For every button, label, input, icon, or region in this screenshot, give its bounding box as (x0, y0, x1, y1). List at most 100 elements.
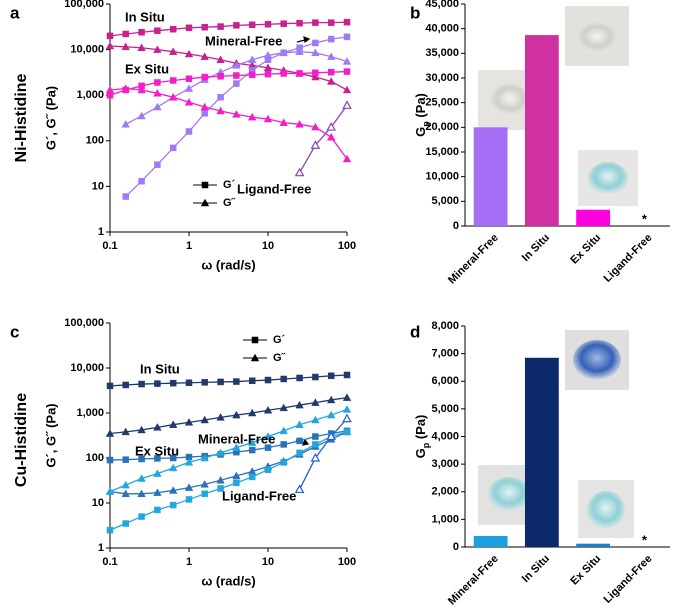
photo-gel (588, 162, 628, 194)
data-point (327, 372, 335, 380)
data-point (233, 80, 240, 87)
data-point (154, 506, 161, 514)
data-point (153, 102, 162, 111)
data-point (153, 469, 162, 477)
data-point (122, 456, 129, 463)
data-point (280, 375, 287, 383)
data-point (106, 526, 114, 534)
data-point (217, 378, 224, 386)
x-tick-label: Ligand-Free (602, 232, 655, 285)
data-point (216, 475, 225, 484)
y-tick-label: 35,000 (425, 47, 459, 59)
row-label: Ni-Histidine (13, 73, 30, 162)
series-line (109, 45, 348, 91)
series-label: Ex Situ (125, 61, 169, 76)
data-point (311, 48, 320, 57)
data-point (342, 100, 352, 109)
data-point (264, 376, 272, 384)
y-tick-label: 100 (86, 135, 104, 147)
series-line (109, 431, 348, 495)
y-axis-label-main: G (413, 127, 428, 137)
data-point (153, 89, 162, 97)
data-point (326, 52, 336, 60)
y-tick-label: 10 (92, 180, 104, 192)
data-point (121, 480, 130, 489)
data-point (184, 483, 194, 491)
y-axis-label: G´, G˝ (Pa) (43, 403, 58, 467)
x-tick-label: In Situ (520, 553, 552, 585)
data-point (217, 73, 224, 80)
x-tick-label: Ex Situ (568, 553, 603, 588)
data-point (121, 119, 130, 128)
data-point (185, 24, 193, 32)
data-point (121, 84, 130, 92)
x-axis-label: ω (rad/s) (201, 257, 255, 272)
panel-letter: d (410, 322, 420, 341)
y-axis-label-sub: p (421, 121, 431, 127)
y-tick-label: 100,000 (64, 317, 104, 329)
data-point (184, 97, 194, 106)
x-tick-label: 100 (338, 240, 356, 252)
series-label: In Situ (140, 361, 180, 376)
x-tick-label: 100 (338, 556, 356, 568)
annotation: * (642, 211, 648, 226)
x-tick-label: 1 (186, 240, 192, 252)
data-point (312, 39, 319, 47)
series-line (109, 374, 348, 387)
data-point (168, 47, 178, 55)
data-point (137, 474, 146, 482)
data-point (326, 395, 336, 404)
y-axis-label-unit: (Pa) (413, 415, 428, 443)
bar (576, 209, 611, 226)
data-point (233, 22, 240, 29)
photo-gel (488, 477, 530, 511)
y-tick-label: 4,000 (431, 430, 459, 442)
data-point (312, 69, 319, 77)
legend-marker (250, 353, 260, 362)
data-point (169, 454, 177, 462)
data-point (326, 122, 337, 131)
series-line (109, 430, 348, 461)
data-point (200, 480, 209, 488)
data-point (201, 110, 208, 117)
data-point (154, 79, 161, 86)
x-tick-label: In Situ (520, 232, 552, 264)
y-tick-label: 1,000 (76, 407, 104, 419)
y-axis-label-unit: (Pa) (413, 93, 428, 121)
data-point (169, 501, 177, 509)
data-point (296, 70, 303, 77)
data-point (279, 118, 288, 126)
y-tick-label: 1 (98, 226, 104, 238)
data-point (216, 55, 225, 63)
series-line (109, 21, 348, 37)
x-tick-label: 1 (186, 556, 192, 568)
data-point (168, 486, 178, 494)
data-point (327, 35, 335, 43)
data-point (311, 398, 320, 406)
data-point (247, 408, 257, 417)
data-point (295, 400, 304, 409)
data-point (248, 446, 256, 454)
data-point (154, 380, 161, 387)
series-label: Ex Situ (135, 443, 179, 458)
data-point (342, 413, 352, 423)
photo-gel (490, 84, 530, 116)
data-point (280, 70, 287, 77)
legend-label: G´ (273, 334, 286, 346)
data-point (217, 94, 224, 101)
data-point (343, 33, 351, 41)
x-axis-label: ω (rad/s) (201, 573, 255, 588)
data-point (200, 52, 209, 60)
data-point (343, 371, 351, 379)
data-point (342, 393, 352, 401)
data-point (154, 455, 161, 462)
data-point (264, 444, 272, 451)
data-point (232, 61, 241, 69)
series-line (109, 431, 348, 531)
data-point (263, 50, 273, 59)
data-point (201, 23, 208, 31)
arrow-head (302, 438, 310, 446)
data-point (200, 415, 209, 424)
bar (576, 543, 611, 547)
data-point (280, 20, 287, 27)
